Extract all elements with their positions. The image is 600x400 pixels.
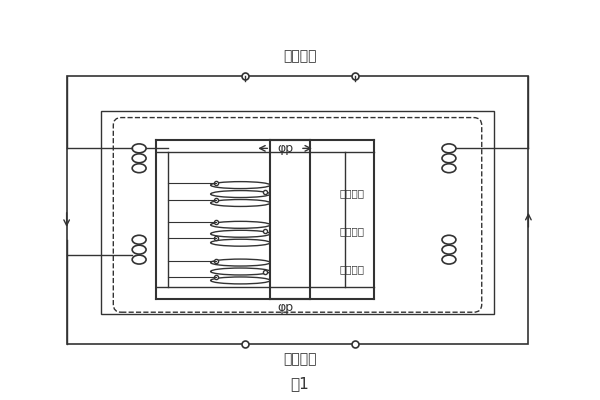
Text: φp: φp bbox=[277, 142, 293, 155]
Text: 工作绕组: 工作绕组 bbox=[340, 264, 365, 274]
Text: 二次绕组: 二次绕组 bbox=[283, 49, 317, 63]
Text: 制动绕组: 制动绕组 bbox=[283, 352, 317, 366]
Text: φp: φp bbox=[277, 301, 293, 314]
Text: 平衡绕组: 平衡绕组 bbox=[340, 226, 365, 236]
Text: 平衡绕组: 平衡绕组 bbox=[340, 188, 365, 198]
Text: 图1: 图1 bbox=[290, 376, 310, 391]
